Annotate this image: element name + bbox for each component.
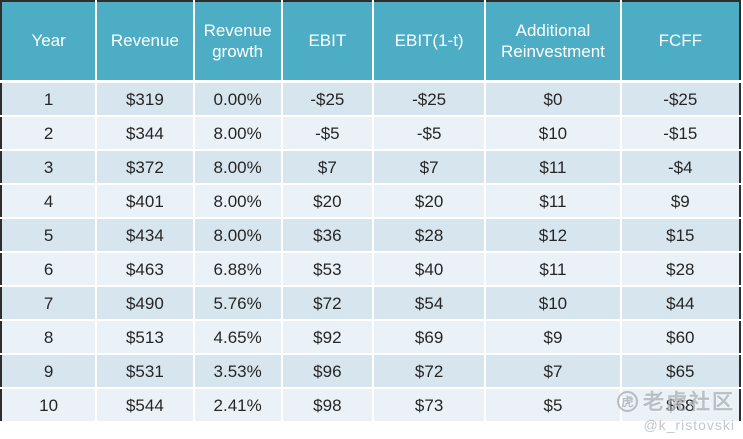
table-cell: $7 — [372, 150, 487, 185]
table-cell: $68 — [620, 388, 740, 423]
table-row: 8 $513 4.65% $92 $69 $9 $60 — [1, 320, 740, 355]
table-cell: $65 — [620, 354, 740, 389]
table-cell: $434 — [96, 218, 195, 253]
table-cell: $72 — [281, 286, 374, 321]
table-cell: $60 — [620, 320, 740, 355]
column-header-ebit-after-tax: EBIT(1-t) — [372, 1, 487, 83]
table-cell: $544 — [96, 388, 195, 423]
column-header-revenue-growth: Revenue growth — [193, 1, 283, 83]
table-cell: $36 — [281, 218, 374, 253]
fcff-projection-table: Year Revenue Revenue growth EBIT EBIT(1-… — [0, 0, 741, 423]
table-cell: 8.00% — [193, 116, 283, 151]
year-cell: 7 — [1, 286, 98, 321]
column-header-ebit: EBIT — [281, 1, 374, 83]
table-body: 1 $319 0.00% -$25 -$25 $0 -$25 2 $344 8.00% -$5 -$5… — [1, 81, 740, 423]
table-cell: 8.00% — [193, 218, 283, 253]
table-cell: $54 — [372, 286, 487, 321]
column-header-year: Year — [1, 1, 98, 83]
table-cell: 0.00% — [193, 81, 283, 117]
table-row: 9 $531 3.53% $96 $72 $7 $65 — [1, 354, 740, 389]
table-cell: $20 — [281, 184, 374, 219]
table-cell: -$4 — [620, 150, 740, 185]
table-cell: $69 — [372, 320, 487, 355]
table-cell: $72 — [372, 354, 487, 389]
year-cell: 9 — [1, 354, 98, 389]
table-cell: -$15 — [620, 116, 740, 151]
table-cell: 5.76% — [193, 286, 283, 321]
table-row: 6 $463 6.88% $53 $40 $11 $28 — [1, 252, 740, 287]
column-header-revenue: Revenue — [96, 1, 195, 83]
table-row: 5 $434 8.00% $36 $28 $12 $15 — [1, 218, 740, 253]
table-cell: $28 — [620, 252, 740, 287]
table-cell: $7 — [485, 354, 622, 389]
table-row: 4 $401 8.00% $20 $20 $11 $9 — [1, 184, 740, 219]
table-cell: $401 — [96, 184, 195, 219]
year-cell: 4 — [1, 184, 98, 219]
data-table: Year Revenue Revenue growth EBIT EBIT(1-… — [0, 0, 741, 423]
table-row: 1 $319 0.00% -$25 -$25 $0 -$25 — [1, 81, 740, 117]
table-cell: $10 — [485, 116, 622, 151]
table-cell: $9 — [485, 320, 622, 355]
table-header: Year Revenue Revenue growth EBIT EBIT(1-… — [1, 1, 740, 83]
table-cell: $344 — [96, 116, 195, 151]
table-cell: -$5 — [281, 116, 374, 151]
table-cell: 3.53% — [193, 354, 283, 389]
column-header-fcff: FCFF — [620, 1, 740, 83]
table-cell: $490 — [96, 286, 195, 321]
year-cell: 5 — [1, 218, 98, 253]
table-cell: $73 — [372, 388, 487, 423]
column-header-additional-reinvestment: Additional Reinvestment — [485, 1, 622, 83]
table-cell: $9 — [620, 184, 740, 219]
table-cell: $96 — [281, 354, 374, 389]
table-cell: $5 — [485, 388, 622, 423]
table-cell: -$25 — [620, 81, 740, 117]
year-cell: 1 — [1, 81, 98, 117]
year-cell: 8 — [1, 320, 98, 355]
table-cell: -$5 — [372, 116, 487, 151]
table-cell: $463 — [96, 252, 195, 287]
table-cell: -$25 — [281, 81, 374, 117]
table-cell: 6.88% — [193, 252, 283, 287]
table-cell: $11 — [485, 184, 622, 219]
table-cell: $40 — [372, 252, 487, 287]
table-cell: $11 — [485, 252, 622, 287]
table-cell: $20 — [372, 184, 487, 219]
table-cell: 8.00% — [193, 150, 283, 185]
table-cell: $53 — [281, 252, 374, 287]
year-cell: 6 — [1, 252, 98, 287]
table-cell: $7 — [281, 150, 374, 185]
table-cell: $531 — [96, 354, 195, 389]
table-cell: $11 — [485, 150, 622, 185]
table-cell: $513 — [96, 320, 195, 355]
table-cell: $44 — [620, 286, 740, 321]
table-cell: 4.65% — [193, 320, 283, 355]
year-cell: 3 — [1, 150, 98, 185]
table-cell: $15 — [620, 218, 740, 253]
table-cell: $319 — [96, 81, 195, 117]
table-cell: $98 — [281, 388, 374, 423]
table-cell: $12 — [485, 218, 622, 253]
table-cell: $10 — [485, 286, 622, 321]
table-row: 7 $490 5.76% $72 $54 $10 $44 — [1, 286, 740, 321]
year-cell: 2 — [1, 116, 98, 151]
table-cell: $28 — [372, 218, 487, 253]
table-cell: 8.00% — [193, 184, 283, 219]
table-cell: 2.41% — [193, 388, 283, 423]
table-row: 10 $544 2.41% $98 $73 $5 $68 — [1, 388, 740, 423]
year-cell: 10 — [1, 388, 98, 423]
header-row: Year Revenue Revenue growth EBIT EBIT(1-… — [1, 1, 740, 83]
table-cell: $0 — [485, 81, 622, 117]
table-row: 2 $344 8.00% -$5 -$5 $10 -$15 — [1, 116, 740, 151]
table-cell: $372 — [96, 150, 195, 185]
table-cell: $92 — [281, 320, 374, 355]
table-row: 3 $372 8.00% $7 $7 $11 -$4 — [1, 150, 740, 185]
table-cell: -$25 — [372, 81, 487, 117]
